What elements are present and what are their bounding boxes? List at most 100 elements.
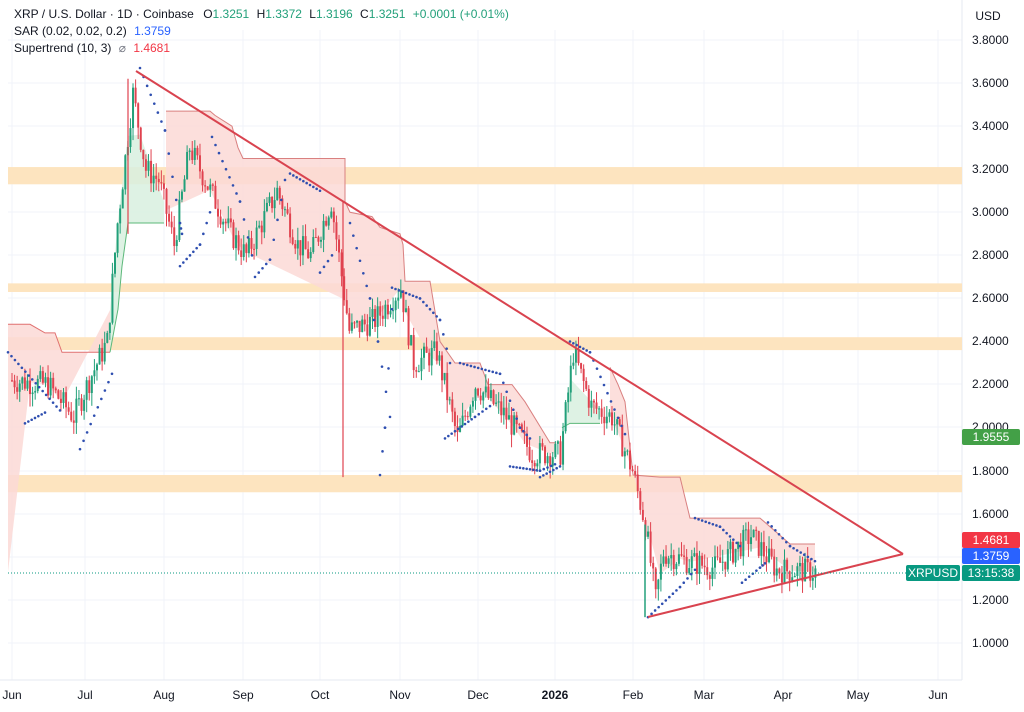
sar-dot — [572, 341, 575, 345]
price-tick-label: 3.4000 — [972, 119, 1009, 133]
sar-dot — [548, 470, 552, 474]
candle-body — [299, 240, 302, 256]
candle-body — [461, 415, 464, 426]
sar-dot — [508, 465, 512, 468]
sar-dot — [89, 422, 92, 426]
sar-dot — [469, 364, 473, 368]
candle-body — [402, 290, 405, 313]
candle-body — [626, 450, 629, 452]
sar-dot — [167, 152, 171, 155]
sar-dot — [686, 577, 689, 580]
sar-dot — [6, 350, 10, 354]
candle-body — [268, 196, 271, 203]
candle-body — [742, 529, 745, 557]
candle-body — [240, 250, 243, 257]
candle-body — [737, 541, 740, 549]
candle-body — [423, 346, 425, 358]
candle-body — [98, 347, 101, 365]
sar-dot — [182, 261, 185, 264]
candle-body — [34, 391, 37, 393]
candle-body — [683, 555, 686, 557]
support-resistance-zone — [8, 475, 962, 493]
candle-body — [428, 352, 431, 366]
sar-dot — [505, 390, 508, 394]
candle-body — [415, 370, 418, 372]
candle-body — [124, 155, 127, 190]
sar-dot — [582, 347, 585, 350]
sar-dot — [171, 175, 174, 179]
sar-dot — [704, 520, 708, 524]
candle-body — [381, 315, 384, 319]
price-tick-label: 3.0000 — [972, 205, 1009, 219]
price-tick-label: 1.6000 — [972, 507, 1009, 521]
candle-body — [36, 378, 39, 392]
sar-dot — [697, 518, 700, 521]
sar-dot — [283, 178, 287, 182]
time-tick-label: Apr — [773, 688, 793, 702]
sar-dot — [528, 437, 532, 440]
sar-dot — [477, 412, 481, 416]
candle-body — [29, 380, 32, 395]
candle-body — [49, 377, 52, 396]
candle-body — [286, 209, 289, 214]
time-tick-label: Nov — [389, 688, 411, 702]
sar-dot — [525, 433, 528, 437]
candle-body — [52, 377, 55, 389]
sar-dot — [257, 271, 261, 274]
sar-dot — [438, 318, 442, 322]
candle-body — [592, 400, 595, 403]
candle-body — [505, 407, 508, 420]
sar-dot — [700, 519, 704, 522]
legend-supertrend[interactable]: Supertrend (10, 3) ⌀ 1.4681 — [14, 40, 509, 57]
supertrend-up-fill — [110, 134, 164, 353]
sar-dot — [163, 129, 167, 132]
candle-body — [291, 237, 294, 244]
sar-dot — [473, 365, 476, 369]
legend-sar[interactable]: SAR (0.02, 0.02, 0.2) 1.3759 — [14, 23, 509, 40]
sar-dot — [235, 192, 238, 195]
candle-body — [732, 541, 734, 563]
sar-dot — [512, 408, 515, 412]
candle-body — [296, 240, 299, 249]
sar-dot — [606, 391, 609, 395]
candle-body — [108, 322, 111, 333]
sar-dot — [33, 416, 37, 420]
open-value: 1.3251 — [212, 7, 250, 21]
candle-body — [371, 309, 374, 317]
sar-dot — [473, 415, 477, 419]
candle-body — [183, 179, 186, 192]
candle-body — [760, 542, 763, 556]
candle-body — [289, 213, 292, 238]
sar-dot — [528, 467, 532, 471]
sar-dot — [553, 462, 557, 466]
sar-dot — [208, 210, 212, 214]
sar-dot — [657, 605, 660, 609]
candle-body — [523, 431, 526, 434]
candle-body — [446, 372, 449, 401]
candle-body — [392, 310, 395, 312]
sar-dot — [404, 291, 408, 295]
candle-body — [265, 202, 268, 212]
candle-body — [271, 196, 274, 209]
candle-body — [780, 573, 783, 583]
candle-body — [361, 319, 364, 333]
candle-body — [613, 424, 616, 426]
sar-dot — [388, 415, 392, 419]
countdown-tag: 13:15:38 — [962, 565, 1020, 581]
currency-button[interactable]: USD — [964, 5, 1012, 27]
candle-body — [368, 316, 371, 336]
sar-dot — [390, 286, 394, 289]
sar-dot — [532, 468, 535, 472]
sar-dot — [264, 262, 268, 266]
sar-dot — [788, 544, 792, 548]
candle-body — [654, 568, 657, 590]
sar-dot — [384, 390, 388, 394]
hidden-eye-icon[interactable]: ⌀ — [118, 41, 126, 55]
symbol-title[interactable]: XRP / U.S. Dollar · 1D · Coinbase — [14, 7, 194, 21]
candle-body — [448, 399, 451, 401]
candle-body — [160, 182, 163, 184]
sar-dot — [491, 370, 495, 374]
candle-body — [451, 399, 454, 412]
sar-dot — [103, 389, 107, 392]
